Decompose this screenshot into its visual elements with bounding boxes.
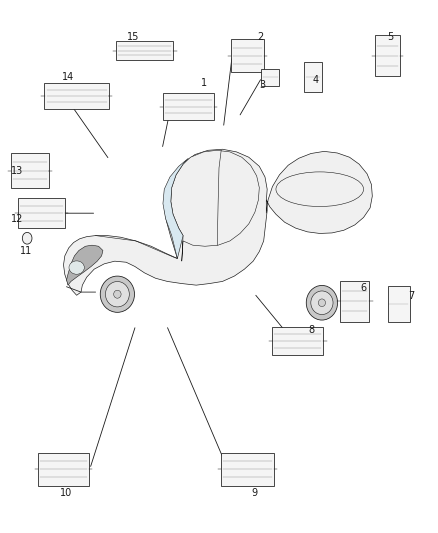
Ellipse shape [318, 299, 325, 306]
Text: 10: 10 [60, 488, 72, 498]
FancyBboxPatch shape [388, 286, 410, 322]
Ellipse shape [114, 290, 121, 298]
Text: 9: 9 [251, 488, 257, 498]
Polygon shape [266, 151, 372, 233]
Text: 12: 12 [11, 214, 24, 223]
Text: 11: 11 [20, 246, 32, 255]
Circle shape [22, 232, 32, 244]
Ellipse shape [306, 286, 338, 320]
Text: 7: 7 [409, 291, 415, 301]
FancyBboxPatch shape [375, 35, 400, 76]
FancyBboxPatch shape [11, 152, 49, 188]
Text: 8: 8 [308, 326, 314, 335]
Ellipse shape [100, 276, 134, 312]
FancyBboxPatch shape [162, 93, 214, 120]
FancyBboxPatch shape [18, 198, 65, 228]
FancyBboxPatch shape [304, 62, 322, 93]
FancyBboxPatch shape [340, 280, 370, 321]
Text: 4: 4 [312, 75, 318, 85]
FancyBboxPatch shape [221, 453, 274, 486]
FancyBboxPatch shape [261, 69, 279, 86]
Ellipse shape [106, 281, 129, 307]
Text: 6: 6 [360, 283, 367, 293]
Polygon shape [171, 150, 259, 261]
Text: 5: 5 [387, 33, 393, 42]
Polygon shape [67, 245, 103, 285]
Text: 14: 14 [62, 72, 74, 82]
Ellipse shape [311, 291, 333, 314]
Text: 13: 13 [11, 166, 24, 175]
FancyBboxPatch shape [44, 83, 109, 109]
Text: 3: 3 [260, 80, 266, 90]
FancyBboxPatch shape [230, 39, 264, 72]
Polygon shape [64, 149, 267, 295]
Polygon shape [163, 158, 188, 259]
Ellipse shape [69, 261, 84, 274]
Text: 15: 15 [127, 33, 140, 42]
FancyBboxPatch shape [38, 453, 89, 486]
Text: 2: 2 [258, 33, 264, 42]
FancyBboxPatch shape [272, 327, 323, 355]
Text: 1: 1 [201, 78, 207, 87]
FancyBboxPatch shape [116, 41, 173, 60]
